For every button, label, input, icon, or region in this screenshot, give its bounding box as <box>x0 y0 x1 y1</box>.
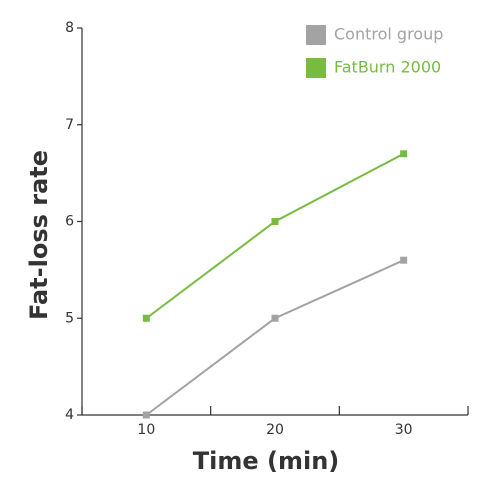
y-tick-label: 4 <box>65 407 74 423</box>
y-axis-label: Fat-loss rate <box>25 150 53 320</box>
y-tick-label: 8 <box>65 20 74 36</box>
y-tick-label: 5 <box>65 310 74 326</box>
point <box>142 411 150 419</box>
point <box>271 314 279 322</box>
point <box>400 256 408 264</box>
legend-swatch <box>306 58 326 78</box>
legend-swatch <box>306 25 326 45</box>
point <box>400 150 408 158</box>
x-tick-label: 20 <box>266 422 284 438</box>
x-tick-label: 30 <box>395 422 413 438</box>
x-axis-label: Time (min) <box>193 447 340 475</box>
point <box>271 218 279 225</box>
x-tick-label: 10 <box>137 422 155 438</box>
legend-label: Control group <box>334 25 443 44</box>
y-tick-label: 6 <box>65 214 74 230</box>
legend-label: FatBurn 2000 <box>334 58 441 77</box>
y-tick-label: 7 <box>65 117 74 133</box>
series-line <box>145 259 405 416</box>
series-line <box>145 152 405 320</box>
point <box>142 314 150 322</box>
